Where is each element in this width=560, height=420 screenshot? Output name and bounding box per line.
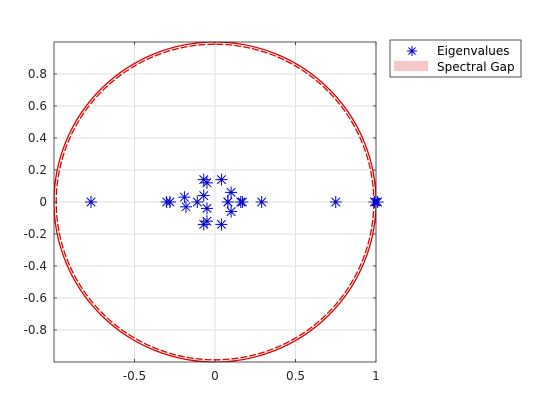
legend-spectral-gap-swatch <box>394 61 428 71</box>
legend-spectral-gap-label: Spectral Gap <box>437 60 515 74</box>
eigenvalue-point <box>163 196 176 208</box>
eigenvalue-point <box>236 196 249 208</box>
eigenvalue-point <box>178 191 191 204</box>
eigenvalue-point <box>371 196 384 208</box>
eigenvalue-point <box>215 173 228 186</box>
y-tick-label: 0.4 <box>28 131 47 145</box>
eigenvalue-point <box>200 202 213 215</box>
eigenvalue-point <box>85 196 98 208</box>
eigenvalue-point <box>180 200 193 213</box>
x-tick-label: 1 <box>372 369 380 383</box>
y-tick-label: -0.4 <box>24 259 47 273</box>
plot-area: -0.5 0 0.5 1 0.8 0.6 0.4 0.2 0 -0.2 -0.4 -0.6 -0.8 <box>24 41 384 383</box>
y-tick-label: -0.6 <box>24 291 47 305</box>
eigenvalue-point <box>197 189 210 202</box>
x-tick-label: 0 <box>211 369 219 383</box>
eigenvalue-point <box>221 196 234 208</box>
y-tick-label: 0.2 <box>28 163 47 177</box>
eigenvalue-point <box>225 186 238 199</box>
legend-eigenvalues-marker <box>407 46 417 56</box>
legend-eigenvalues-label: Eigenvalues <box>437 44 510 58</box>
eigenvalue-point <box>200 215 213 228</box>
x-tick-label: -0.5 <box>123 369 146 383</box>
eigenvalue-point <box>329 196 342 208</box>
x-tick-label: 0.5 <box>286 369 305 383</box>
legend: Eigenvalues Spectral Gap <box>389 39 522 78</box>
y-tick-label: 0 <box>39 195 47 209</box>
eigenvalue-point <box>225 205 238 218</box>
y-tick-label: 0.8 <box>28 67 47 81</box>
y-tick-label: -0.8 <box>24 323 47 337</box>
y-tick-label: 0.6 <box>28 99 47 113</box>
eigenvalue-point <box>255 196 268 208</box>
eigenvalue-point <box>200 176 213 189</box>
eigenvalue-point <box>215 218 228 231</box>
y-tick-label: -0.2 <box>24 227 47 241</box>
